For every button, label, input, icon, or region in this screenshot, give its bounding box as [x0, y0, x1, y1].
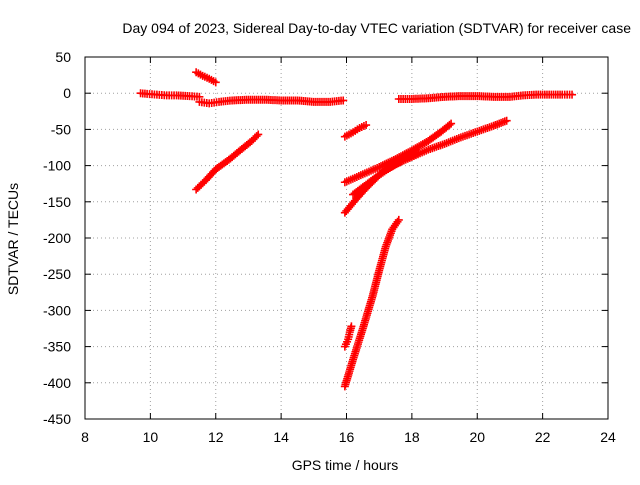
data-point-marker: [192, 92, 201, 101]
data-point-marker: [346, 129, 355, 138]
data-point-marker: [359, 122, 368, 131]
data-point-marker: [345, 330, 354, 339]
data-point-marker: [221, 158, 230, 167]
axis-layer: 8 10 12 14 16 18 20 22 24 50 0 -50 -100 -150 -200 -250 -…: [43, 49, 616, 445]
y-tick-label: 50: [55, 49, 71, 65]
y-tick-label: -350: [43, 339, 71, 355]
data-point-marker: [487, 122, 496, 131]
data-layer: [136, 68, 577, 391]
y-tick-label: -450: [43, 411, 71, 427]
data-point-marker: [346, 324, 355, 333]
x-tick-label: 10: [143, 429, 159, 445]
data-point-marker: [374, 268, 383, 277]
data-series-10: [340, 322, 356, 351]
data-point-marker: [337, 96, 346, 105]
y-tick-label: -150: [43, 194, 71, 210]
data-series-3: [195, 95, 348, 108]
y-tick-label: -50: [51, 121, 71, 137]
data-point-marker: [348, 357, 357, 366]
data-point-marker: [209, 77, 218, 86]
data-point-marker: [252, 132, 261, 141]
data-point-marker: [250, 133, 259, 142]
y-tick-label: -100: [43, 158, 71, 174]
x-tick-label: 8: [81, 429, 89, 445]
data-series-1: [136, 89, 204, 101]
data-point-marker: [410, 150, 419, 159]
data-point-marker: [378, 168, 387, 177]
x-tick-label: 18: [404, 429, 420, 445]
data-point-marker: [420, 139, 429, 148]
data-point-marker: [208, 168, 217, 177]
data-series-8: [349, 148, 423, 199]
data-point-marker: [377, 162, 386, 171]
y-tick-label: -400: [43, 375, 71, 391]
x-tick-label: 22: [535, 429, 551, 445]
y-tick-label: -250: [43, 266, 71, 282]
y-axis-label: SDTVAR / TECUs: [5, 183, 21, 295]
chart-title: Day 094 of 2023, Sidereal Day-to-day VTE…: [122, 20, 631, 36]
data-point-marker: [500, 117, 509, 126]
data-point-marker: [445, 120, 454, 129]
data-point-marker: [394, 159, 403, 168]
data-series-5: [340, 121, 371, 141]
data-point-marker: [358, 326, 367, 335]
label-layer: Day 094 of 2023, Sidereal Day-to-day VTE…: [5, 20, 631, 473]
data-point-marker: [381, 244, 390, 253]
data-point-marker: [196, 70, 205, 79]
x-tick-label: 20: [469, 429, 485, 445]
y-tick-label: 0: [63, 85, 71, 101]
x-tick-label: 16: [339, 429, 355, 445]
data-point-marker: [434, 129, 443, 138]
data-point-marker: [349, 198, 358, 207]
data-point-marker: [373, 163, 382, 172]
data-point-marker: [378, 161, 387, 170]
data-point-marker: [234, 147, 243, 156]
data-point-marker: [343, 337, 352, 346]
data-series-11: [394, 90, 577, 103]
data-point-marker: [454, 134, 463, 143]
data-point-marker: [565, 90, 574, 99]
data-point-marker: [362, 180, 371, 189]
data-point-marker: [244, 139, 253, 148]
data-point-marker: [353, 125, 362, 134]
data-point-marker: [438, 140, 447, 149]
data-point-marker: [393, 217, 402, 226]
data-point-marker: [198, 179, 207, 188]
data-series-6: [340, 119, 456, 187]
y-tick-label: -300: [43, 302, 71, 318]
data-point-marker: [203, 73, 212, 82]
data-point-marker: [443, 122, 452, 131]
data-point-marker: [380, 160, 389, 169]
x-tick-label: 12: [208, 429, 224, 445]
y-tick-label: -200: [43, 230, 71, 246]
data-point-marker: [471, 128, 480, 137]
data-series-2: [192, 68, 220, 87]
x-axis-label: GPS time / hours: [292, 457, 399, 473]
data-series-4: [192, 130, 263, 194]
x-tick-label: 24: [600, 429, 616, 445]
x-tick-label: 14: [273, 429, 289, 445]
data-point-marker: [422, 146, 431, 155]
data-series-9: [340, 215, 403, 391]
grid-layer: [85, 57, 608, 419]
data-point-marker: [356, 171, 365, 180]
data-point-marker: [368, 293, 377, 302]
data-point-marker: [412, 149, 421, 158]
